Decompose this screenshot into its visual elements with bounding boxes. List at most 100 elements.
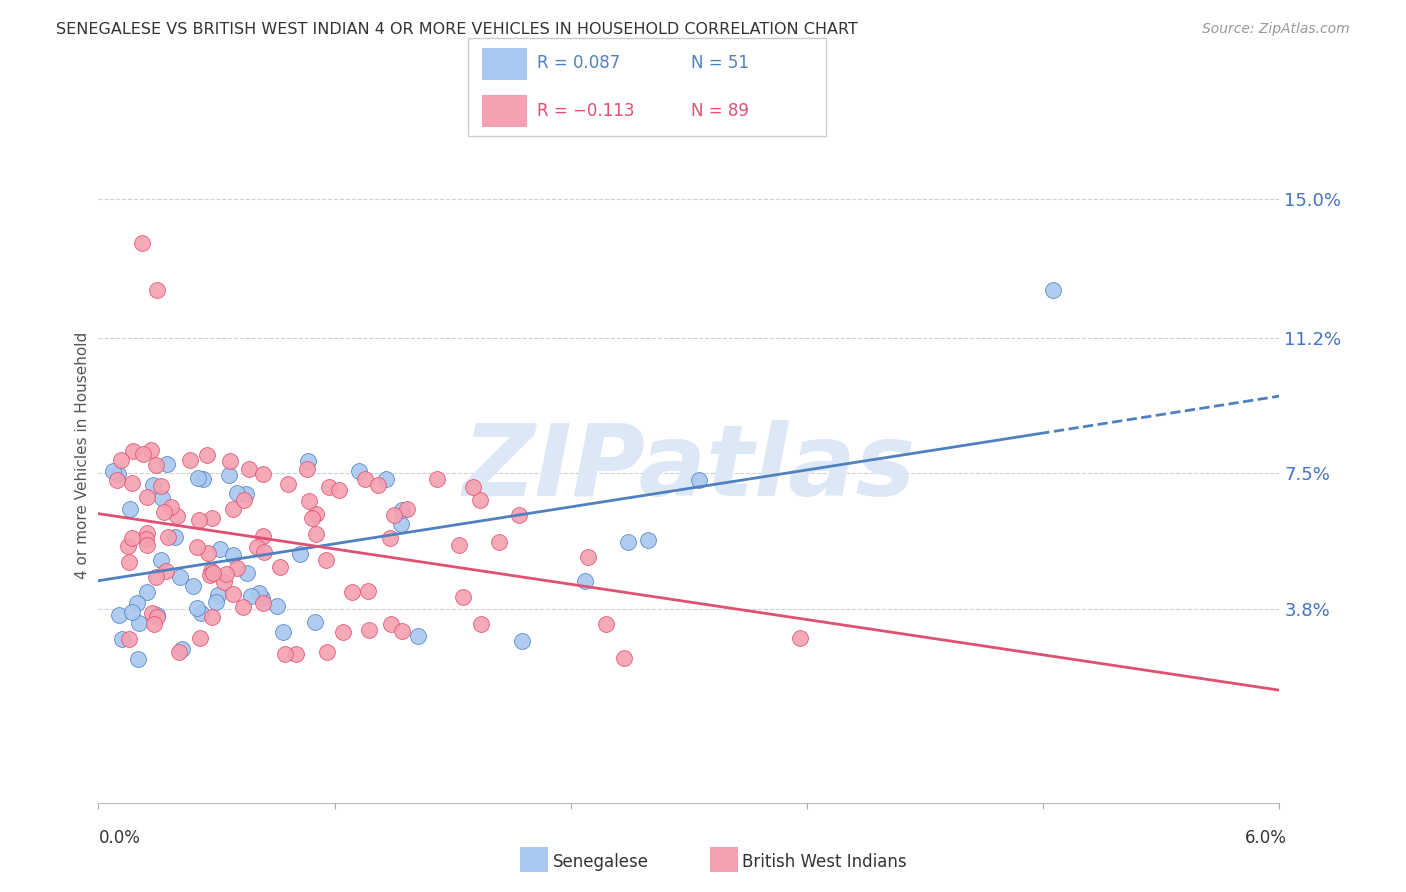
Point [226,561,249,575]
Point [142,477,165,491]
Point [118,555,141,569]
Point [181,578,204,592]
Point [187,471,209,485]
Point [576,550,599,565]
Point [201,511,224,525]
Point [179,452,201,467]
Point [637,533,659,547]
Y-axis label: 4 or more Vehicles in Household: 4 or more Vehicles in Household [75,331,90,579]
Point [252,596,274,610]
Point [468,493,491,508]
Point [135,525,157,540]
Point [146,283,169,297]
Point [136,585,159,599]
Point [204,595,226,609]
Point [200,564,222,578]
Point [290,547,312,561]
Point [380,616,402,631]
Point [156,457,179,471]
Point [105,474,128,488]
Point [187,513,209,527]
FancyBboxPatch shape [468,37,825,136]
Point [353,472,375,486]
Point [318,480,340,494]
Point [396,502,419,516]
Point [375,472,398,486]
Point [347,464,370,478]
Point [266,599,288,613]
Point [107,467,129,481]
Point [240,589,263,603]
Point [142,616,165,631]
Point [145,609,167,624]
Point [218,467,240,482]
Point [247,585,270,599]
Text: 0.0%: 0.0% [98,829,141,847]
Point [340,584,363,599]
Point [190,606,212,620]
Point [382,508,405,522]
Point [226,485,249,500]
Point [238,462,260,476]
Point [357,584,380,599]
Point [128,615,150,630]
Point [246,540,269,554]
Text: N = 89: N = 89 [690,102,748,120]
Point [574,574,596,588]
Point [195,448,218,462]
Point [110,453,132,467]
Point [215,567,238,582]
Point [122,443,145,458]
Bar [482,48,526,78]
Point [297,462,319,476]
Point [222,548,245,562]
Point [359,623,381,637]
Point [156,530,179,544]
Bar [482,95,526,126]
Point [186,601,208,615]
Point [135,490,157,504]
Point [131,235,153,250]
Point [136,538,159,552]
Point [235,487,257,501]
Point [595,617,617,632]
Point [389,517,412,532]
Text: N = 51: N = 51 [690,54,748,72]
Point [315,553,337,567]
Point [121,531,143,545]
Point [406,629,429,643]
Point [212,574,235,589]
Point [167,645,190,659]
Point [201,565,224,579]
Point [301,511,323,525]
Point [121,606,143,620]
Point [510,633,533,648]
Point [131,447,153,461]
Point [367,478,389,492]
Point [172,641,194,656]
Point [378,531,401,545]
Point [508,508,530,523]
Point [186,540,208,554]
Point [271,624,294,639]
Point [160,500,183,515]
Point [235,566,257,580]
Point [613,651,636,665]
Point [135,532,157,546]
Text: British West Indians: British West Indians [742,853,907,871]
Point [118,632,141,646]
Point [139,442,162,457]
Point [150,479,173,493]
Point [222,587,245,601]
Point [208,542,231,557]
Point [145,458,167,472]
Point [285,648,308,662]
Text: 6.0%: 6.0% [1244,829,1286,847]
Point [169,569,191,583]
Point [461,480,484,494]
Text: R = −0.113: R = −0.113 [537,102,634,120]
Point [222,502,245,516]
Point [269,559,291,574]
Point [219,453,242,467]
Point [201,609,224,624]
